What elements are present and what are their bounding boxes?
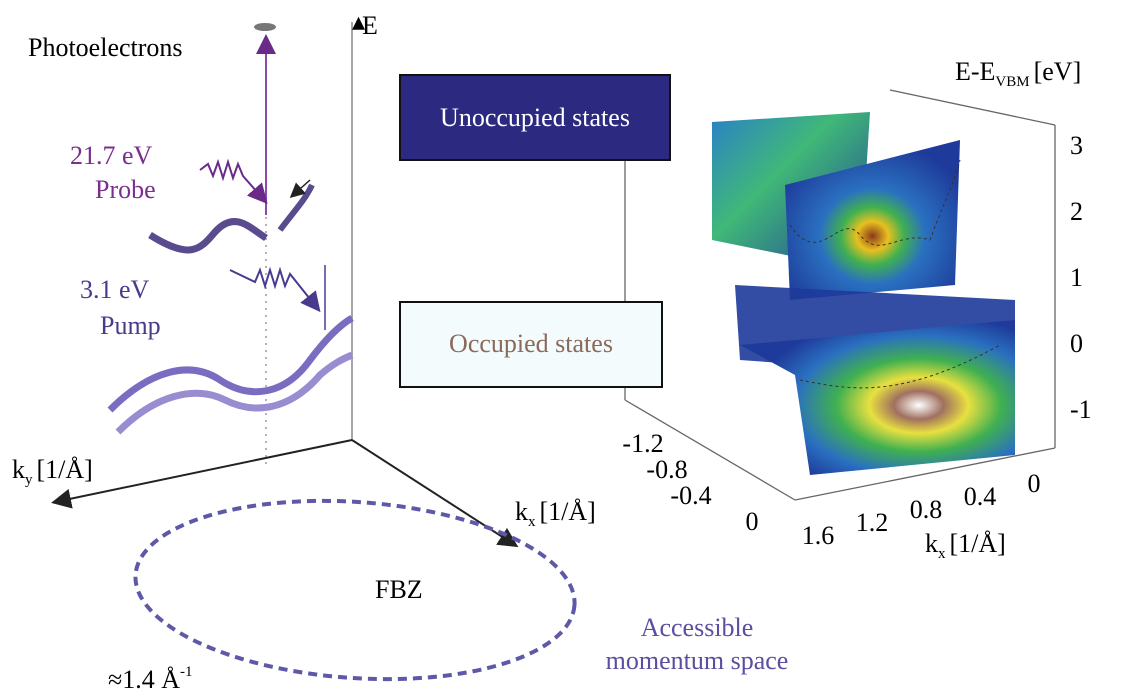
fbz-size: ≈1.4 Å-1 bbox=[108, 664, 193, 693]
electron-spot bbox=[254, 23, 276, 31]
occupied: Occupied states bbox=[449, 329, 613, 358]
pump: Pump bbox=[100, 311, 161, 340]
band bbox=[150, 222, 266, 250]
probe-energy: 21.7 eV bbox=[70, 141, 153, 170]
band bbox=[118, 355, 352, 432]
kx-label: kx[1/Å] bbox=[515, 497, 596, 530]
ky-tick: 0 bbox=[746, 507, 759, 536]
pump-energy: 3.1 eV bbox=[80, 275, 150, 304]
kx-panel-label: kx[1/Å] bbox=[925, 529, 1006, 562]
heatmap bbox=[740, 320, 1015, 475]
pump-photon bbox=[230, 270, 318, 309]
fbz-ellipse bbox=[129, 487, 580, 693]
kx-tick: 1.2 bbox=[856, 508, 889, 537]
accessible: Accessible bbox=[641, 613, 754, 642]
probe: Probe bbox=[95, 175, 156, 204]
kx-tick: 1.6 bbox=[802, 521, 835, 550]
ky-tick: -0.8 bbox=[646, 455, 687, 484]
energy-tick: 2 bbox=[1070, 197, 1083, 226]
diagram: ▴ E Photoelectrons 21.7 eV Probe 3.1 eV … bbox=[0, 0, 1143, 693]
kx-tick: 0 bbox=[1028, 469, 1041, 498]
kx-tick: 0.8 bbox=[910, 495, 943, 524]
energy-tick: -1 bbox=[1070, 395, 1092, 424]
probe-photon bbox=[200, 162, 265, 201]
ky-tick: -1.2 bbox=[622, 429, 663, 458]
energy-tick: 0 bbox=[1070, 329, 1083, 358]
energy-axis-label: E-EVBM[eV] bbox=[955, 57, 1081, 90]
energy-tick: 1 bbox=[1070, 263, 1083, 292]
kx-tick: 0.4 bbox=[964, 482, 997, 511]
ky-tick: -0.4 bbox=[670, 481, 711, 510]
ky-axis bbox=[55, 440, 352, 502]
energy-tick: 3 bbox=[1070, 131, 1083, 160]
unoccupied: Unoccupied states bbox=[440, 103, 630, 132]
photoelectrons: Photoelectrons bbox=[28, 33, 183, 62]
ky-label: ky[1/Å] bbox=[12, 455, 93, 488]
e-label: E bbox=[362, 11, 378, 40]
accessible: momentum space bbox=[606, 646, 789, 675]
fbz: FBZ bbox=[375, 575, 423, 604]
